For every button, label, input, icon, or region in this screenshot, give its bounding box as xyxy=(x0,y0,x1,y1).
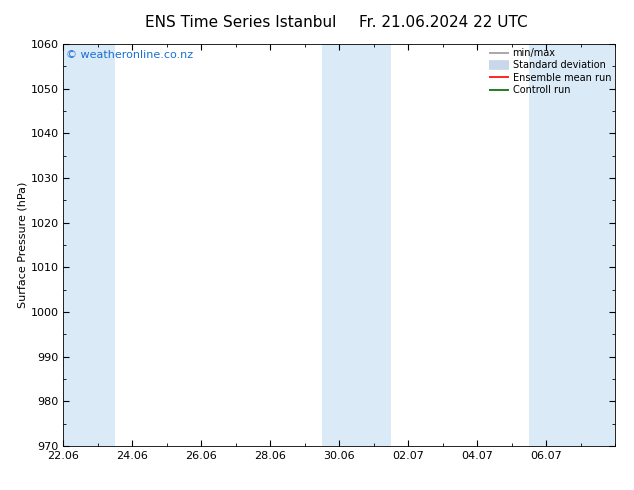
Text: Fr. 21.06.2024 22 UTC: Fr. 21.06.2024 22 UTC xyxy=(359,15,528,30)
Text: ENS Time Series Istanbul: ENS Time Series Istanbul xyxy=(145,15,337,30)
Bar xyxy=(529,44,615,446)
Bar xyxy=(322,44,391,446)
Text: © weatheronline.co.nz: © weatheronline.co.nz xyxy=(66,50,193,60)
Y-axis label: Surface Pressure (hPa): Surface Pressure (hPa) xyxy=(18,182,28,308)
Bar xyxy=(63,44,115,446)
Legend: min/max, Standard deviation, Ensemble mean run, Controll run: min/max, Standard deviation, Ensemble me… xyxy=(488,46,613,97)
